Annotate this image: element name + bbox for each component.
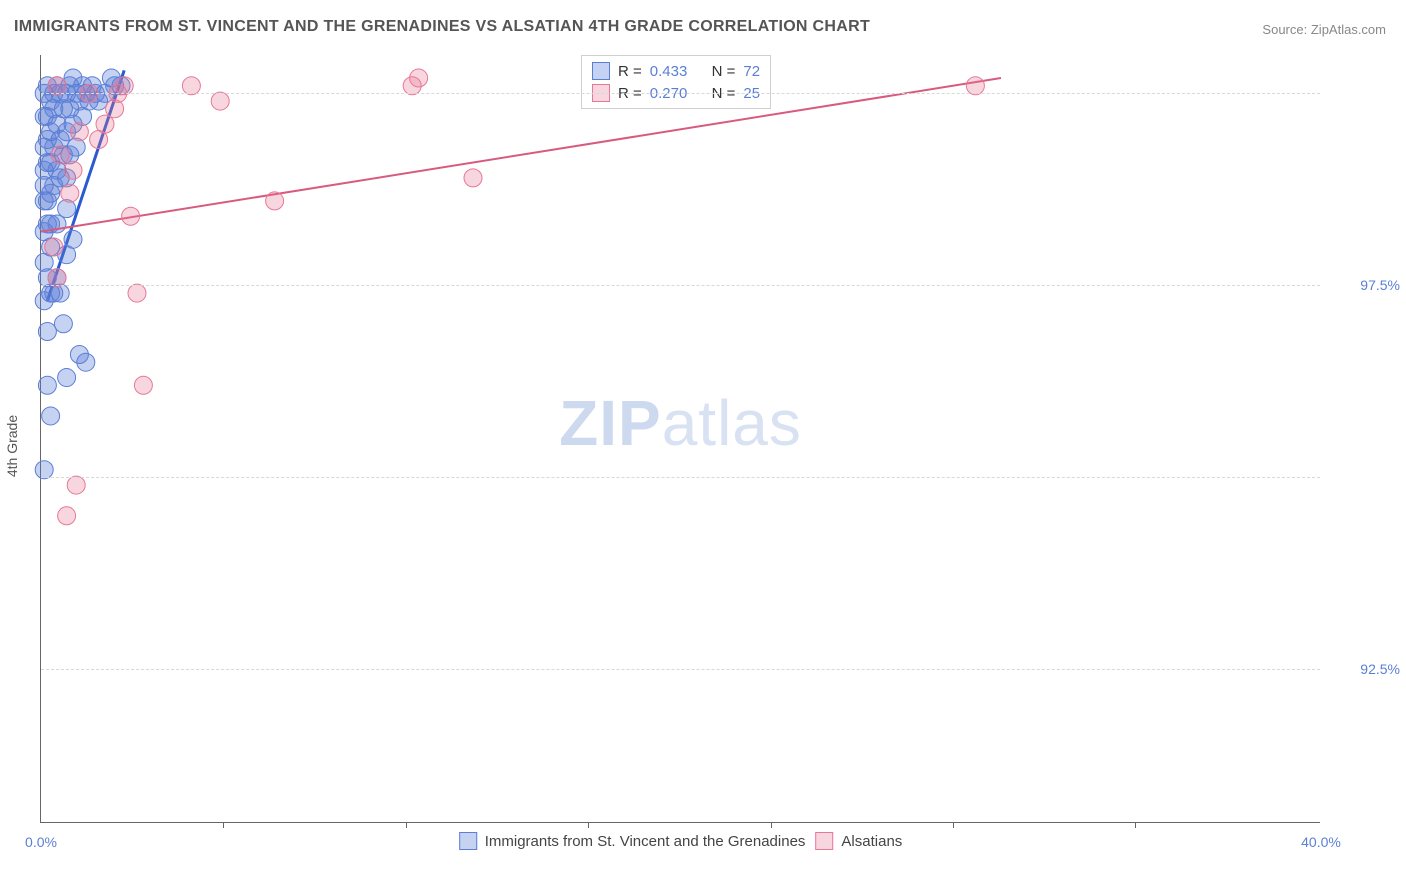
legend-label-pink: Alsatians [841,833,902,850]
source-label: Source: [1262,22,1307,37]
data-point [106,100,124,118]
data-point [58,200,76,218]
data-point [464,169,482,187]
legend-stats-box: R = 0.433 N = 72 R = 0.270 N = 25 [581,55,771,109]
swatch-pink-icon [815,832,833,850]
data-point [35,253,53,271]
x-tick [953,822,954,828]
data-point [35,461,53,479]
data-point [54,315,72,333]
data-point [64,161,82,179]
chart-title: IMMIGRANTS FROM ST. VINCENT AND THE GREN… [14,18,870,36]
source-value: ZipAtlas.com [1311,22,1386,37]
x-tick-label: 40.0% [1301,834,1341,850]
data-point [122,207,140,225]
legend-item-blue: Immigrants from St. Vincent and the Gren… [459,832,806,850]
r-label: R = [618,63,642,80]
r-value-blue: 0.433 [650,63,688,80]
n-value-blue: 72 [743,63,760,80]
source-attribution: Source: ZipAtlas.com [1262,22,1386,37]
data-point [67,138,85,156]
data-point [67,476,85,494]
data-point [51,146,69,164]
data-point [42,407,60,425]
data-point [48,77,66,95]
data-point [128,284,146,302]
data-point [182,77,200,95]
data-point [966,77,984,95]
trendline [41,78,1001,232]
x-tick [223,822,224,828]
data-point [45,238,63,256]
data-point [70,123,88,141]
y-tick-label: 97.5% [1330,277,1400,293]
data-point [115,77,133,95]
gridline [41,477,1320,478]
data-point [61,184,79,202]
legend-series: Immigrants from St. Vincent and the Gren… [459,832,903,850]
data-point [64,69,82,87]
plot-area: ZIPatlas R = 0.433 N = 72 R = 0.270 N = … [40,55,1320,823]
data-point [77,353,95,371]
data-point [211,92,229,110]
data-point [58,507,76,525]
data-point [48,269,66,287]
data-point [134,376,152,394]
data-point [38,322,56,340]
data-point [266,192,284,210]
x-tick-label: 0.0% [25,834,57,850]
x-tick [1135,822,1136,828]
legend-stats-row-blue: R = 0.433 N = 72 [592,60,760,82]
data-point [64,230,82,248]
x-tick [771,822,772,828]
gridline [41,285,1320,286]
swatch-blue-icon [592,62,610,80]
gridline [41,93,1320,94]
data-point [410,69,428,87]
x-tick [588,822,589,828]
data-point [38,376,56,394]
n-label: N = [712,63,736,80]
plot-svg [41,55,1320,822]
legend-label-blue: Immigrants from St. Vincent and the Gren… [485,833,806,850]
data-point [96,115,114,133]
x-tick [406,822,407,828]
data-point [58,369,76,387]
legend-item-pink: Alsatians [815,832,902,850]
y-axis-label: 4th Grade [4,415,20,477]
y-tick-label: 92.5% [1330,661,1400,677]
gridline [41,669,1320,670]
swatch-blue-icon [459,832,477,850]
data-point [51,284,69,302]
